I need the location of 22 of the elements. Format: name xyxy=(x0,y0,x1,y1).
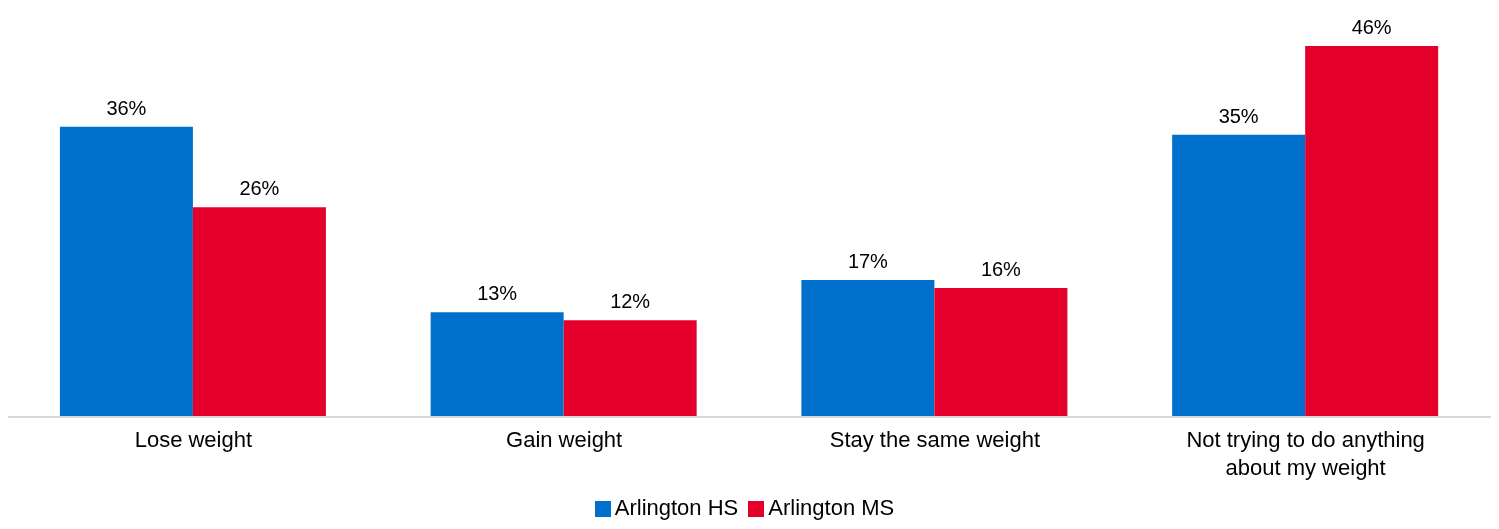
bar xyxy=(192,207,326,417)
x-tick-label: Not trying to do anything about my weight xyxy=(1186,427,1425,480)
data-label: 16% xyxy=(980,257,1022,280)
x-tick-label: Stay the same weight xyxy=(829,427,1041,452)
data-label: 17% xyxy=(847,249,889,272)
bar xyxy=(801,279,935,417)
legend-label: Arlington MS xyxy=(768,495,895,520)
bar xyxy=(430,312,564,417)
data-label: 35% xyxy=(1218,104,1259,127)
data-label: 13% xyxy=(477,282,518,305)
legend-label: Arlington HS xyxy=(614,495,739,520)
data-label: 12% xyxy=(610,290,651,313)
data-label: 26% xyxy=(239,177,280,200)
x-tick-label: Gain weight xyxy=(506,427,623,452)
data-label: 36% xyxy=(106,96,147,119)
data-label: 46% xyxy=(1351,16,1392,38)
x-tick-label: Lose weight xyxy=(134,427,253,452)
bar xyxy=(59,126,193,417)
bar xyxy=(1172,134,1306,417)
bar xyxy=(934,287,1068,417)
bar xyxy=(563,320,697,417)
bar xyxy=(1305,46,1439,417)
